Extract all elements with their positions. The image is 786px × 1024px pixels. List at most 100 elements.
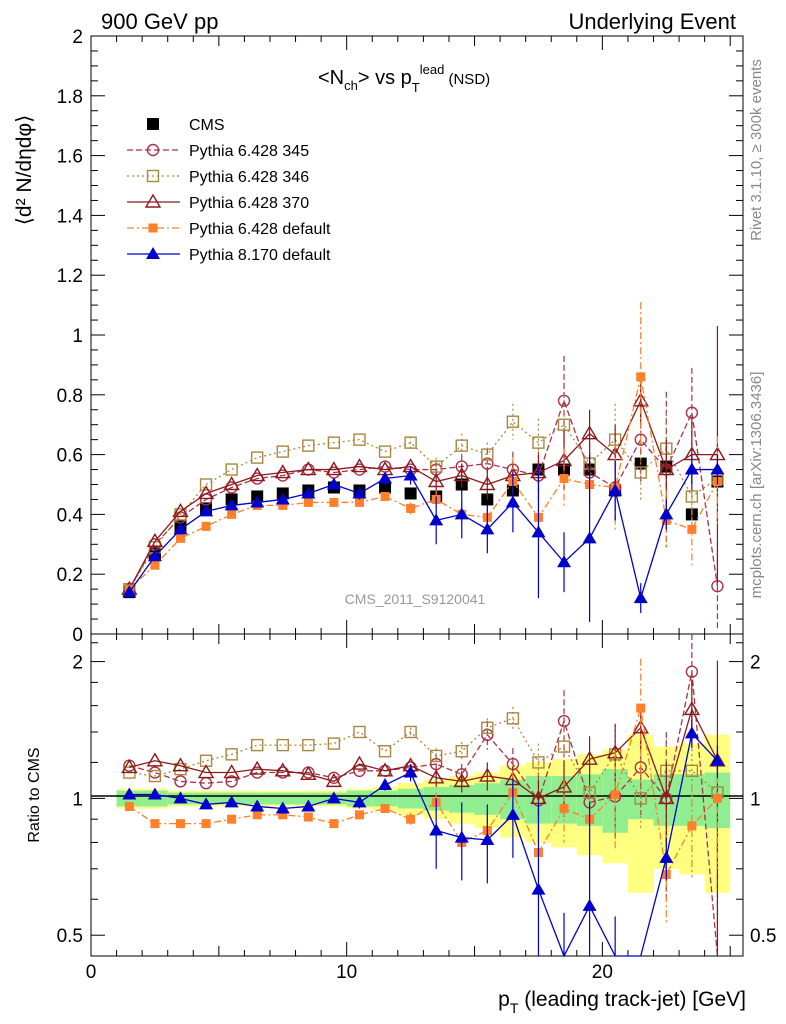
ratio-panel-frame — [90, 633, 744, 957]
ratio-point — [505, 807, 520, 820]
ratio-point — [121, 759, 138, 774]
ratio-y-axis: 0.5 0.5 1 1 2 2 — [57, 642, 776, 947]
main-series — [121, 302, 726, 632]
data-point — [687, 524, 697, 534]
data-point — [634, 433, 647, 446]
data-point — [199, 504, 214, 517]
ratio-point — [351, 755, 368, 770]
ratio-point — [557, 740, 571, 753]
ratio-point — [659, 850, 674, 863]
data-point — [197, 485, 215, 500]
ratio-point — [684, 726, 699, 739]
ratio-point — [227, 814, 237, 824]
ratio-point — [532, 756, 545, 769]
data-point — [582, 531, 597, 544]
data-point — [659, 507, 674, 520]
y-tick-label: 0.8 — [57, 386, 83, 407]
ratio-point — [710, 753, 725, 766]
data-point — [480, 522, 495, 535]
ratio-point — [302, 738, 315, 752]
ratio-point — [303, 812, 313, 822]
y-tick-label: 0.6 — [57, 446, 83, 467]
ratio-band-inner — [244, 792, 270, 805]
ratio-y-axis-label: Ratio to CMS — [26, 747, 43, 842]
ratio-point — [406, 814, 416, 824]
header-right: Underlying Event — [568, 9, 736, 34]
ratio-point — [581, 750, 598, 765]
data-point — [122, 585, 137, 598]
ratio-point — [712, 793, 722, 803]
legend-label: Pythia 6.428 default — [189, 221, 331, 238]
ratio-point — [225, 748, 238, 761]
ratio-point — [376, 762, 394, 777]
data-point — [481, 448, 494, 461]
panel-title: <Nch> vs pTlead (NSD) — [318, 62, 490, 95]
legend-marker — [146, 169, 160, 183]
data-point — [685, 406, 699, 419]
ratio-point — [454, 830, 469, 843]
ratio-point — [148, 769, 162, 783]
data-point — [378, 445, 392, 458]
ratio-point — [380, 804, 390, 814]
legend-label: Pythia 6.428 370 — [189, 195, 309, 212]
data-point — [150, 560, 160, 570]
ratio-band-inner — [372, 790, 398, 807]
ratio-point — [274, 762, 291, 777]
rivet-label: Rivet 3.1.10, ≥ 300k events — [748, 59, 765, 241]
ratio-point — [175, 819, 185, 829]
ratio-band-inner — [269, 792, 296, 805]
data-point — [506, 415, 520, 428]
ratio-point — [658, 790, 675, 805]
ratio-point — [583, 786, 596, 799]
main-y-axis: 0 0.2 0.4 0.6 0.8 1 1.2 1.4 1.6 1.8 2 — [57, 27, 743, 646]
data-point — [685, 490, 699, 503]
legend-marker — [144, 193, 162, 208]
data-point — [531, 525, 546, 538]
y-tick-label: 1.4 — [57, 206, 84, 227]
data-point — [326, 477, 341, 490]
ratio-point — [531, 882, 546, 895]
data-point — [557, 418, 571, 431]
ratio-point — [223, 764, 240, 779]
ratio-tick-label: 1 — [72, 789, 83, 810]
data-point — [684, 462, 699, 475]
data-point — [353, 433, 366, 446]
data-point — [199, 478, 213, 491]
data-point — [274, 464, 291, 479]
ratio-point — [326, 791, 341, 804]
data-point — [559, 474, 569, 484]
y-tick-label: 0.4 — [57, 505, 84, 526]
ratio-point — [124, 801, 134, 811]
ratio-point — [225, 775, 238, 788]
ratio-point — [199, 797, 214, 810]
series-cms — [123, 457, 724, 599]
data-point — [301, 486, 316, 499]
ratio-point — [353, 764, 366, 778]
analysis-watermark: CMS_2011_S9120041 — [345, 591, 486, 607]
ratio-point — [559, 804, 569, 814]
mcplots-label: mcplots.cern.ch [arXiv:1306.3436] — [748, 372, 765, 599]
data-point — [380, 491, 390, 501]
legend-label: Pythia 8.170 default — [189, 247, 331, 264]
data-point — [300, 461, 317, 476]
ratio-point — [636, 703, 646, 713]
legend-label: CMS — [189, 117, 225, 134]
ratio-point — [353, 725, 366, 739]
data-point — [633, 591, 648, 604]
ratio-point — [250, 799, 265, 812]
ratio-point — [252, 810, 262, 820]
data-point — [224, 498, 239, 511]
ratio-point — [404, 725, 417, 739]
ratio-series — [121, 634, 726, 958]
legend-item-p8: Pythia 8.170 default — [127, 247, 331, 264]
data-point — [329, 497, 339, 507]
data-point — [276, 445, 289, 458]
ratio-point — [150, 819, 160, 829]
ratio-point — [329, 819, 339, 829]
legend-label: Pythia 6.428 345 — [189, 143, 309, 160]
data-point — [175, 533, 185, 543]
ratio-point — [480, 832, 495, 845]
data-point — [634, 466, 647, 479]
data-point — [378, 471, 393, 484]
data-point — [147, 549, 162, 562]
